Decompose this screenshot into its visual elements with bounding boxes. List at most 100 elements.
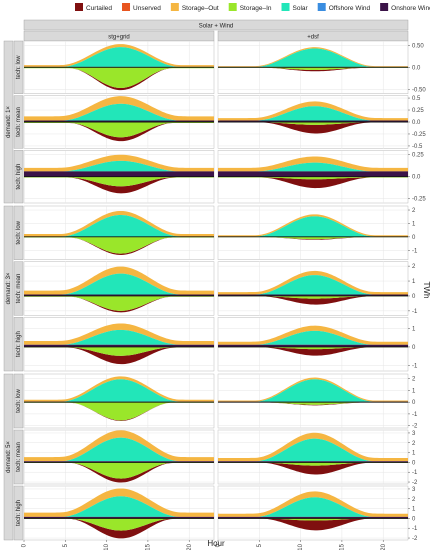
axes: 0.50 0.0 -0.50 0.5 0.25 0.0 -0.25 -0.5 0.25 0.0 -0… xyxy=(22,43,430,550)
area-onshore-wind xyxy=(218,171,408,177)
area-solar xyxy=(218,106,408,121)
column-strip-label: +dsf xyxy=(307,34,319,40)
y-tick-label: 2 xyxy=(412,264,416,270)
tech-strip-label: tech: low xyxy=(16,220,22,244)
area-solar xyxy=(24,496,214,517)
area-solar xyxy=(24,437,214,462)
area-curtailed xyxy=(24,177,214,194)
area-storage-in xyxy=(218,236,408,240)
area-storage-in xyxy=(24,402,214,421)
y-tick-label: 0 xyxy=(412,235,416,241)
panel xyxy=(217,485,409,541)
area-storage-out xyxy=(218,491,408,517)
panel xyxy=(23,40,215,94)
y-tick-label: -1 xyxy=(412,526,418,532)
panel xyxy=(217,205,409,260)
x-axis-title: Hour xyxy=(207,539,225,548)
chart-panels xyxy=(23,40,409,541)
area-storage-in xyxy=(24,346,214,356)
tech-strip xyxy=(13,261,24,316)
y-tick-label: -0.5 xyxy=(412,144,423,150)
area-solar xyxy=(24,273,214,295)
x-tick-label: 20 xyxy=(187,543,193,550)
y-tick-label: 2 xyxy=(412,497,416,503)
area-solar xyxy=(24,214,214,237)
area-solar xyxy=(218,275,408,295)
legend-item: Storage–In xyxy=(228,3,272,12)
y-axis-title: TWh xyxy=(422,282,430,299)
tech-strip-label: tech: mean xyxy=(16,442,22,472)
area-onshore-wind xyxy=(24,171,214,177)
area-storage-in xyxy=(24,518,214,531)
tech-strip-label: tech: low xyxy=(16,388,22,412)
area-curtailed xyxy=(218,122,408,134)
area-curtailed xyxy=(218,402,408,406)
panel xyxy=(217,373,409,429)
area-storage-out xyxy=(24,323,214,345)
x-tick-label: 0 xyxy=(216,543,222,547)
demand-strip-label: demand: 5× xyxy=(6,441,12,473)
tech-strip xyxy=(13,485,24,541)
legend-label: Storage–Out xyxy=(182,5,219,12)
tech-strip-label: tech: mean xyxy=(16,274,22,304)
legend-item: Curtailed xyxy=(75,3,112,12)
panel xyxy=(23,485,215,541)
x-tick-label: 15 xyxy=(145,543,151,550)
tech-strip-label: tech: low xyxy=(16,55,22,79)
tech-strip xyxy=(13,150,24,204)
y-tick-label: 1 xyxy=(412,451,416,457)
y-tick-label: 0.50 xyxy=(412,43,424,49)
panel xyxy=(23,150,215,204)
panel xyxy=(23,317,215,372)
y-tick-label: 1 xyxy=(412,507,416,513)
area-onshore-wind xyxy=(218,344,408,347)
legend-swatch xyxy=(122,3,131,11)
panel xyxy=(217,429,409,485)
y-tick-label: 3 xyxy=(412,487,416,493)
legend: Curtailed Unserved Storage–Out Storage–In So… xyxy=(75,3,430,12)
legend-swatch xyxy=(75,3,83,11)
y-tick-label: 1 xyxy=(412,279,416,285)
area-solar xyxy=(218,497,408,517)
legend-label: Curtailed xyxy=(86,5,112,12)
y-tick-label: -1 xyxy=(412,248,418,254)
y-tick-label: -2 xyxy=(412,536,418,542)
y-tick-label: 2 xyxy=(412,377,416,383)
area-storage-in xyxy=(218,518,408,521)
area-storage-in xyxy=(24,122,214,138)
y-tick-label: 3 xyxy=(412,431,416,437)
area-storage-out xyxy=(24,154,214,172)
y-tick-label: -0.25 xyxy=(412,132,426,138)
y-tick-label: -1 xyxy=(412,412,418,418)
area-storage-in xyxy=(24,176,214,187)
y-tick-label: -2 xyxy=(412,424,418,430)
legend-label: Onshore Wind xyxy=(391,5,430,12)
y-tick-label: 1 xyxy=(412,388,416,394)
tech-strip xyxy=(13,95,24,149)
area-curtailed xyxy=(218,462,408,475)
area-storage-in xyxy=(24,462,214,479)
y-tick-label: 0.5 xyxy=(412,96,421,102)
y-tick-label: 2 xyxy=(412,208,416,214)
demand-strip xyxy=(3,40,14,204)
y-tick-label: -0.25 xyxy=(412,197,426,203)
tech-strip-label: tech: high xyxy=(16,500,22,526)
y-tick-label: 1 xyxy=(412,326,416,332)
x-tick-label: 5 xyxy=(257,543,263,547)
area-solar xyxy=(24,379,214,402)
area-storage-out xyxy=(218,270,408,295)
area-storage-in xyxy=(24,236,214,254)
legend-swatch xyxy=(228,3,237,11)
legend-swatch xyxy=(170,3,179,11)
y-tick-label: 1 xyxy=(412,221,416,227)
y-tick-label: -0.50 xyxy=(412,87,426,93)
area-curtailed xyxy=(218,518,408,531)
panel xyxy=(217,317,409,372)
area-storage-in xyxy=(218,67,408,70)
y-tick-label: 0 xyxy=(412,345,416,351)
area-storage-out xyxy=(218,432,408,462)
y-tick-label: 0 xyxy=(412,400,416,406)
area-curtailed xyxy=(24,347,214,365)
area-curtailed xyxy=(24,122,214,142)
demand-strip xyxy=(3,373,14,541)
